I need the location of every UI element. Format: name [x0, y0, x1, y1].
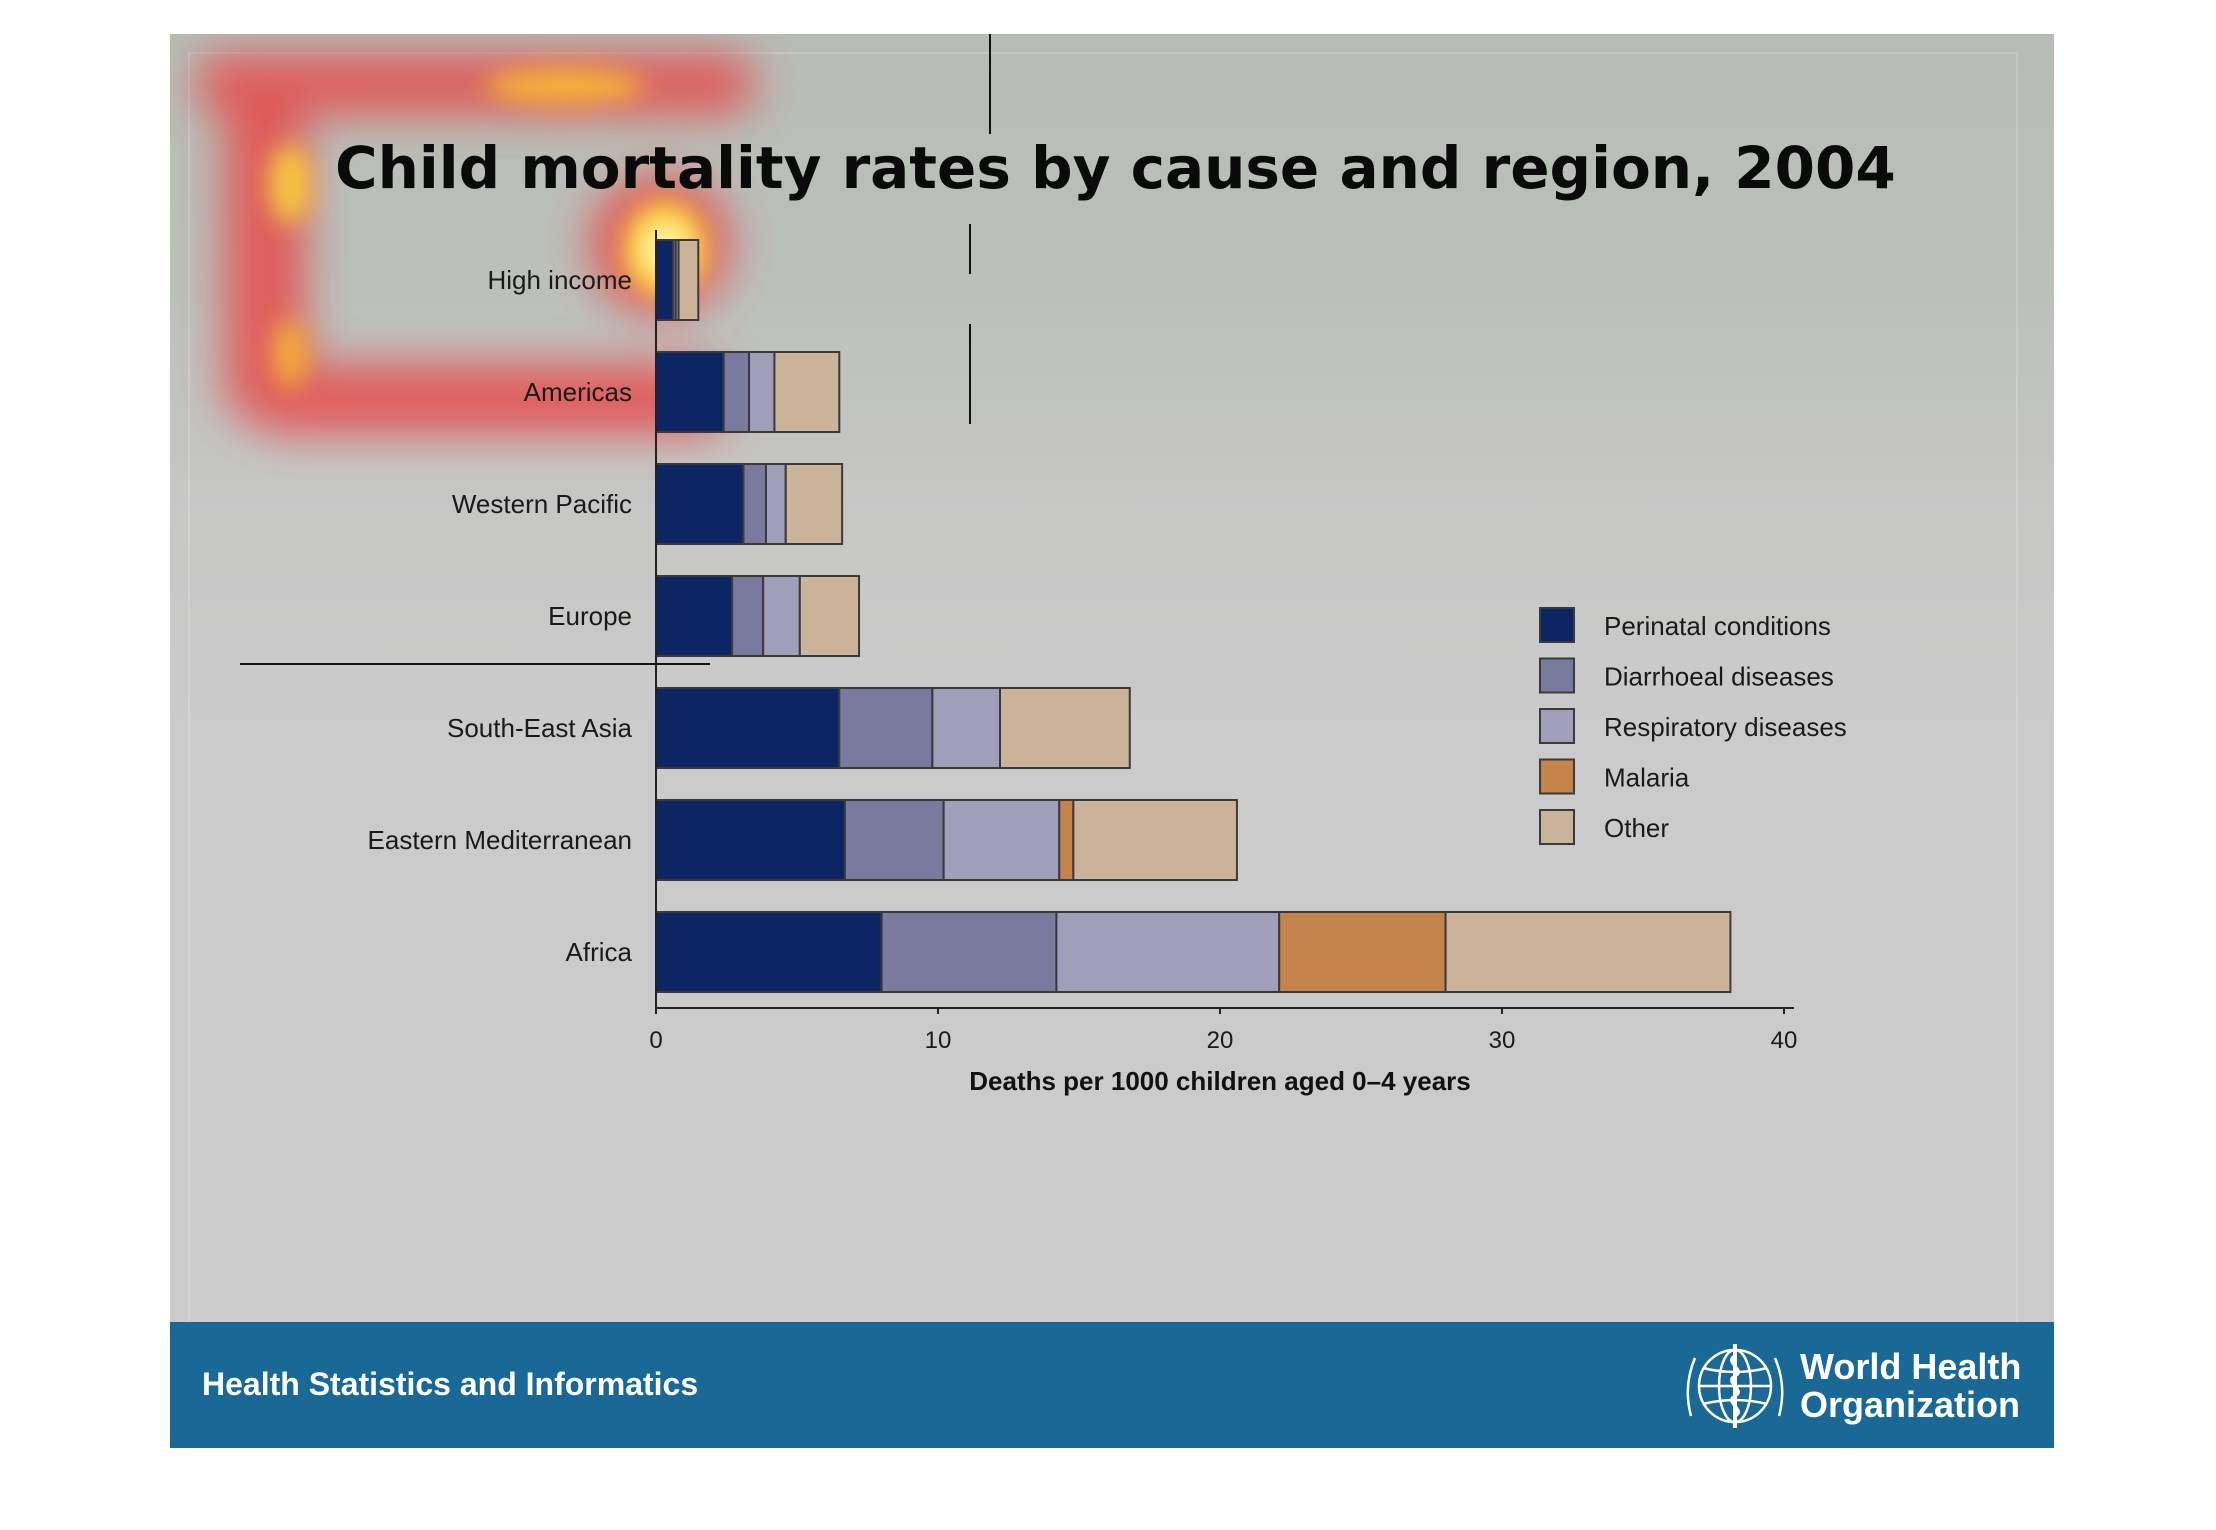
- bar-segment: [773, 351, 841, 433]
- x-axis-title: Deaths per 1000 children aged 0–4 years: [969, 1066, 1471, 1096]
- bar-segment: [838, 687, 934, 769]
- tick-label: 30: [1489, 1027, 1516, 1054]
- who-emblem-icon: [1686, 1344, 1784, 1428]
- legend-swatch: [1539, 708, 1575, 744]
- category-label: Africa: [566, 937, 633, 967]
- bar-segment: [742, 463, 767, 545]
- legend-label: Other: [1604, 813, 1669, 843]
- bar-segment: [655, 687, 841, 769]
- footer-text: Health Statistics and Informatics: [202, 1366, 699, 1402]
- bar-segment: [999, 687, 1131, 769]
- legend-label: Malaria: [1604, 763, 1690, 793]
- category-label: Western Pacific: [452, 489, 632, 519]
- bar-segment: [655, 351, 725, 433]
- bar-segment: [722, 351, 751, 433]
- category-label: Eastern Mediterranean: [368, 825, 632, 855]
- tick-label: 10: [925, 1027, 952, 1054]
- stacked-bar-chart: High income Americas Western Pacific Europe…: [240, 34, 1847, 1096]
- slide: Child mortality rates by cause and regio…: [170, 34, 2054, 1448]
- attention-heatmap-overlay: [195, 54, 755, 434]
- bar-segment: [931, 687, 1002, 769]
- x-axis-ticks: 0 10 20 30 40: [649, 1008, 1797, 1054]
- page-title: Child mortality rates by cause and regio…: [335, 134, 1896, 202]
- legend-label: Respiratory diseases: [1604, 712, 1847, 742]
- legend-label: Perinatal conditions: [1604, 611, 1831, 641]
- bar-segment: [1072, 799, 1238, 881]
- bars-layer: [655, 239, 1732, 993]
- bar-segment: [1058, 799, 1075, 881]
- bar-segment: [798, 575, 861, 657]
- bar-segment: [762, 575, 801, 657]
- bar-segment: [655, 911, 883, 993]
- bar-segment: [764, 463, 787, 545]
- legend-swatch: [1539, 809, 1575, 845]
- tick-label: 0: [649, 1027, 662, 1054]
- who-wordmark: World Health Organization: [1800, 1348, 2021, 1424]
- bar-segment: [784, 463, 844, 545]
- bar-segment: [748, 351, 776, 433]
- legend-swatch: [1539, 607, 1575, 643]
- category-labels: High income Americas Western Pacific Europe…: [368, 265, 633, 967]
- category-label: Americas: [524, 377, 632, 407]
- bar-segment: [731, 575, 765, 657]
- bar-segment: [843, 799, 945, 881]
- tick-label: 20: [1207, 1027, 1234, 1054]
- bar-segment: [655, 239, 674, 321]
- category-label: South-East Asia: [447, 713, 633, 743]
- bar-segment: [655, 799, 846, 881]
- bar-segment: [880, 911, 1058, 993]
- bar-segment: [942, 799, 1061, 881]
- stray-lines: [240, 34, 991, 665]
- who-name-line1: World Health: [1800, 1346, 2022, 1387]
- category-label: Europe: [548, 601, 632, 631]
- legend-swatch: [1539, 758, 1575, 795]
- footer-bar: Health Statistics and Informatics World …: [170, 1322, 2054, 1448]
- legend: Perinatal conditions Diarrhoeal diseases R…: [1539, 607, 1847, 845]
- bar-segment: [677, 239, 700, 321]
- legend-label: Diarrhoeal diseases: [1604, 662, 1834, 692]
- bar-segment: [1278, 911, 1447, 993]
- category-label: High income: [487, 265, 632, 295]
- bar-segment: [1444, 911, 1732, 993]
- bar-segment: [655, 463, 745, 545]
- bar-segment: [655, 575, 734, 657]
- who-name-line2: Organization: [1800, 1384, 2021, 1425]
- bar-segment: [1055, 911, 1281, 993]
- tick-label: 40: [1771, 1027, 1798, 1054]
- legend-swatch: [1539, 657, 1575, 694]
